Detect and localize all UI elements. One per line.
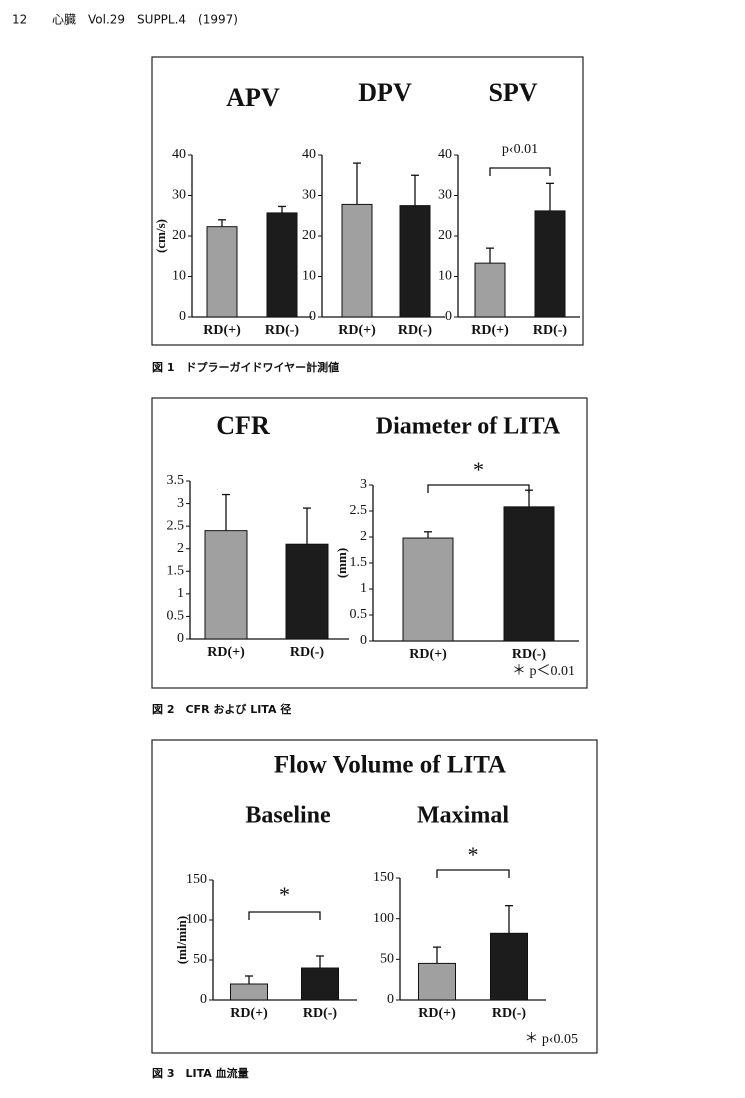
x-tick-label: RD(+) [418,1006,456,1021]
y-axis-label: (mm) [334,548,349,578]
bar [341,203,373,318]
y-tick-label: 40 [302,147,316,162]
bar [204,530,248,640]
bar [230,983,268,1001]
y-axis-label: (ml/min) [174,916,189,964]
y-tick-label: 30 [302,188,316,203]
y-axis-label: (cm/s) [153,219,168,253]
y-tick-label: 3 [177,496,184,511]
y-tick-label: 2 [177,541,184,556]
significance-note: ＊ p‹0.05 [524,1032,578,1047]
y-tick-label: 1.5 [167,564,185,579]
panel-title: Flow Volume of LITA [274,752,506,779]
x-tick-label: RD(+) [409,647,447,662]
bar [285,543,329,640]
x-tick-label: RD(-) [533,323,568,338]
y-tick-label: 2.5 [350,503,368,518]
bar [490,932,528,1001]
y-tick-label: 20 [302,228,316,243]
y-tick-label: 10 [172,269,186,284]
y-tick-label: 3.5 [167,473,185,488]
y-tick-label: 0 [309,309,316,324]
y-tick-label: 100 [373,911,394,926]
y-tick-label: 2.5 [167,518,185,533]
y-tick-label: 3 [360,477,367,492]
y-tick-label: 30 [438,188,452,203]
y-tick-label: 0.5 [167,609,185,624]
y-tick-label: 40 [438,147,452,162]
significance-bracket [436,869,510,878]
y-tick-label: 0 [445,309,452,324]
x-tick-label: RD(+) [471,323,509,338]
x-tick-label: RD(-) [398,323,433,338]
x-tick-label: RD(-) [265,323,300,338]
bar [301,967,339,1001]
x-tick-label: RD(-) [290,645,325,660]
significance-label: * [473,457,484,482]
y-tick-label: 20 [172,228,186,243]
y-tick-label: 40 [172,147,186,162]
bar [206,226,238,318]
bar [503,506,555,642]
chart-title: Diameter of LITA [376,414,561,440]
bar [266,212,298,318]
y-tick-label: 100 [186,912,207,927]
journal-info: 心臓 Vol.29 SUPPL.4 (1997) [52,13,238,27]
bar [474,262,506,318]
bar [402,537,454,642]
y-tick-label: 150 [373,870,394,885]
significance-bracket [489,167,551,176]
y-tick-label: 150 [186,872,207,887]
figure-frame [151,397,588,689]
bar [418,962,456,1001]
y-tick-label: 30 [172,188,186,203]
y-tick-label: 1.5 [350,555,368,570]
y-tick-label: 1 [360,581,367,596]
figure-caption: 図 1 ドプラーガイドワイヤー計測値 [152,360,339,374]
significance-bracket [427,484,530,493]
chart-title: Maximal [417,803,509,829]
y-tick-label: 0.5 [350,607,368,622]
y-tick-label: 0 [387,992,394,1007]
figure-caption: 図 3 LITA 血流量 [152,1066,249,1080]
y-tick-label: 0 [179,309,186,324]
significance-label: p‹0.01 [502,142,538,157]
bar [534,210,566,318]
x-tick-label: RD(+) [338,323,376,338]
y-tick-label: 20 [438,228,452,243]
y-tick-label: 50 [193,952,207,967]
figure-frame [151,739,598,1054]
chart-title: APV [226,83,280,112]
x-tick-label: RD(+) [207,645,245,660]
significance-label: * [279,882,290,907]
significance-note: ＊ p＜0.01 [512,664,575,679]
x-tick-label: RD(+) [203,323,241,338]
chart-title: CFR [216,411,270,440]
y-tick-label: 0 [360,633,367,648]
chart-title: SPV [488,78,537,107]
bar [399,205,431,318]
y-tick-label: 1 [177,586,184,601]
y-tick-label: 0 [177,631,184,646]
x-tick-label: RD(-) [512,647,547,662]
y-tick-label: 10 [302,269,316,284]
page-number: 12 [12,13,27,27]
x-tick-label: RD(-) [492,1006,527,1021]
chart-title: DPV [358,78,412,107]
chart-title: Baseline [245,803,331,829]
y-tick-label: 50 [380,952,394,967]
y-tick-label: 0 [200,992,207,1007]
significance-bracket [248,911,321,920]
figure-caption: 図 2 CFR および LITA 径 [152,702,291,716]
x-tick-label: RD(+) [230,1006,268,1021]
significance-label: * [468,842,479,867]
figure-frame [151,56,584,346]
y-tick-label: 10 [438,269,452,284]
x-tick-label: RD(-) [303,1006,338,1021]
y-tick-label: 2 [360,529,367,544]
